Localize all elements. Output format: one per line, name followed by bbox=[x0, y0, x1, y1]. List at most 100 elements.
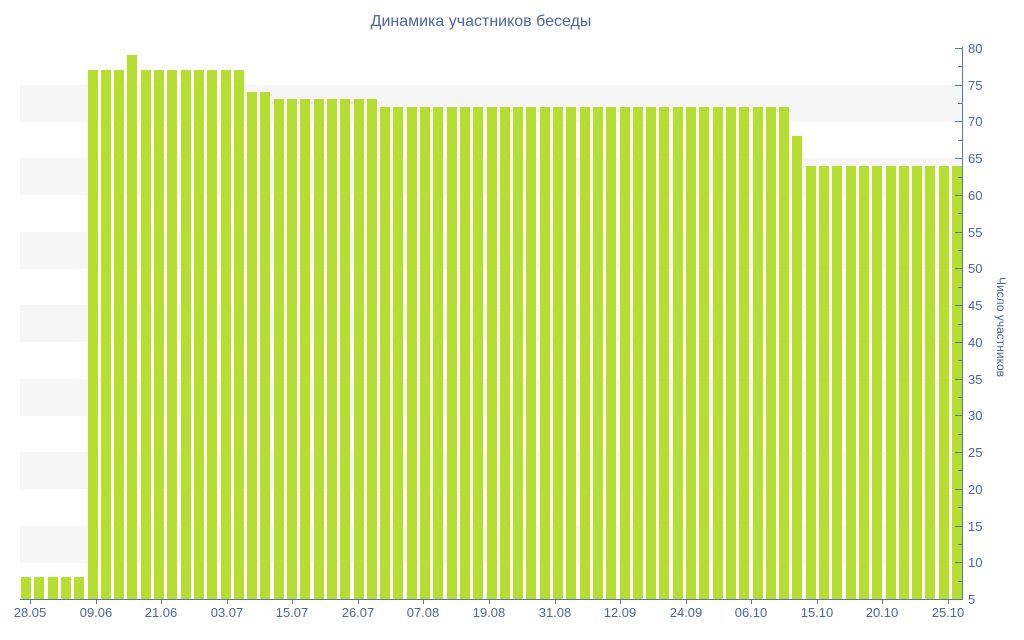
y-tick-label: 75 bbox=[968, 78, 983, 93]
bar[interactable] bbox=[620, 107, 630, 599]
bar[interactable] bbox=[234, 70, 244, 599]
bar[interactable] bbox=[673, 107, 683, 599]
bar[interactable] bbox=[247, 92, 257, 599]
bar[interactable] bbox=[606, 107, 616, 599]
bar[interactable] bbox=[739, 107, 749, 599]
bar[interactable] bbox=[260, 92, 270, 599]
y-minor-tick bbox=[958, 177, 962, 178]
bar[interactable] bbox=[792, 136, 802, 599]
bar[interactable] bbox=[819, 166, 829, 599]
bar[interactable] bbox=[806, 166, 816, 599]
bar[interactable] bbox=[393, 107, 403, 599]
bar[interactable] bbox=[21, 577, 31, 599]
bar[interactable] bbox=[74, 577, 84, 599]
y-minor-tick bbox=[958, 103, 962, 104]
bar[interactable] bbox=[141, 70, 151, 599]
y-minor-tick bbox=[958, 140, 962, 141]
bar[interactable] bbox=[367, 99, 377, 599]
x-tick bbox=[882, 600, 883, 604]
bar[interactable] bbox=[513, 107, 523, 599]
x-tick bbox=[817, 600, 818, 604]
bar[interactable] bbox=[939, 166, 949, 599]
x-tick-label: 12.09 bbox=[603, 605, 637, 620]
bar[interactable] bbox=[912, 166, 922, 599]
y-tick bbox=[955, 305, 962, 306]
y-tick-label: 60 bbox=[968, 188, 983, 203]
bar[interactable] bbox=[859, 166, 869, 599]
bar[interactable] bbox=[407, 107, 417, 599]
bar[interactable] bbox=[753, 107, 763, 599]
y-tick-label: 25 bbox=[968, 445, 983, 460]
x-tick bbox=[948, 600, 949, 604]
y-tick bbox=[955, 158, 962, 159]
x-tick-label: 26.07 bbox=[341, 605, 375, 620]
bar[interactable] bbox=[766, 107, 776, 599]
bar[interactable] bbox=[88, 70, 98, 599]
bar[interactable] bbox=[646, 107, 656, 599]
bar[interactable] bbox=[154, 70, 164, 599]
y-minor-tick bbox=[958, 213, 962, 214]
bar[interactable] bbox=[500, 107, 510, 599]
bar[interactable] bbox=[194, 70, 204, 599]
bar[interactable] bbox=[181, 70, 191, 599]
bar[interactable] bbox=[114, 70, 124, 599]
bar[interactable] bbox=[553, 107, 563, 599]
y-minor-tick bbox=[958, 507, 962, 508]
bar[interactable] bbox=[686, 107, 696, 599]
x-tick-label: 09.06 bbox=[79, 605, 113, 620]
x-tick bbox=[358, 600, 359, 604]
bar[interactable] bbox=[832, 166, 842, 599]
x-axis-line bbox=[20, 599, 963, 600]
bar[interactable] bbox=[659, 107, 669, 599]
bar[interactable] bbox=[872, 166, 882, 599]
bar[interactable] bbox=[101, 70, 111, 599]
y-minor-tick bbox=[958, 287, 962, 288]
bar[interactable] bbox=[566, 107, 576, 599]
x-tick-label: 21.06 bbox=[144, 605, 178, 620]
x-tick bbox=[489, 600, 490, 604]
y-minor-tick bbox=[958, 470, 962, 471]
bar[interactable] bbox=[460, 107, 470, 599]
bar[interactable] bbox=[540, 107, 550, 599]
bar[interactable] bbox=[447, 107, 457, 599]
bar[interactable] bbox=[274, 99, 284, 599]
bar[interactable] bbox=[952, 166, 962, 599]
bar[interactable] bbox=[300, 99, 310, 599]
bar[interactable] bbox=[473, 107, 483, 599]
bar[interactable] bbox=[433, 107, 443, 599]
bar[interactable] bbox=[925, 166, 935, 599]
x-tick-label: 25.10 bbox=[931, 605, 965, 620]
bar[interactable] bbox=[167, 70, 177, 599]
bar[interactable] bbox=[526, 107, 536, 599]
bar[interactable] bbox=[340, 99, 350, 599]
bar[interactable] bbox=[314, 99, 324, 599]
bar[interactable] bbox=[726, 107, 736, 599]
bar[interactable] bbox=[380, 107, 390, 599]
y-tick bbox=[955, 85, 962, 86]
bar[interactable] bbox=[580, 107, 590, 599]
bar[interactable] bbox=[699, 107, 709, 599]
bar[interactable] bbox=[48, 577, 58, 599]
y-tick-label: 45 bbox=[968, 298, 983, 313]
bar[interactable] bbox=[354, 99, 364, 599]
y-tick bbox=[955, 379, 962, 380]
bar[interactable] bbox=[127, 55, 137, 599]
bar[interactable] bbox=[420, 107, 430, 599]
bar[interactable] bbox=[287, 99, 297, 599]
bar[interactable] bbox=[593, 107, 603, 599]
bar[interactable] bbox=[779, 107, 789, 599]
chart-title: Динамика участников беседы bbox=[370, 13, 592, 30]
bar[interactable] bbox=[207, 70, 217, 599]
bar[interactable] bbox=[633, 107, 643, 599]
bar[interactable] bbox=[846, 166, 856, 599]
bar[interactable] bbox=[899, 166, 909, 599]
bar[interactable] bbox=[61, 577, 71, 599]
bar[interactable] bbox=[713, 107, 723, 599]
bar[interactable] bbox=[327, 99, 337, 599]
y-tick-label: 5 bbox=[968, 592, 976, 607]
bar[interactable] bbox=[886, 166, 896, 599]
bar[interactable] bbox=[221, 70, 231, 599]
bar[interactable] bbox=[487, 107, 497, 599]
bar[interactable] bbox=[34, 577, 44, 599]
x-tick-label: 24.09 bbox=[669, 605, 703, 620]
